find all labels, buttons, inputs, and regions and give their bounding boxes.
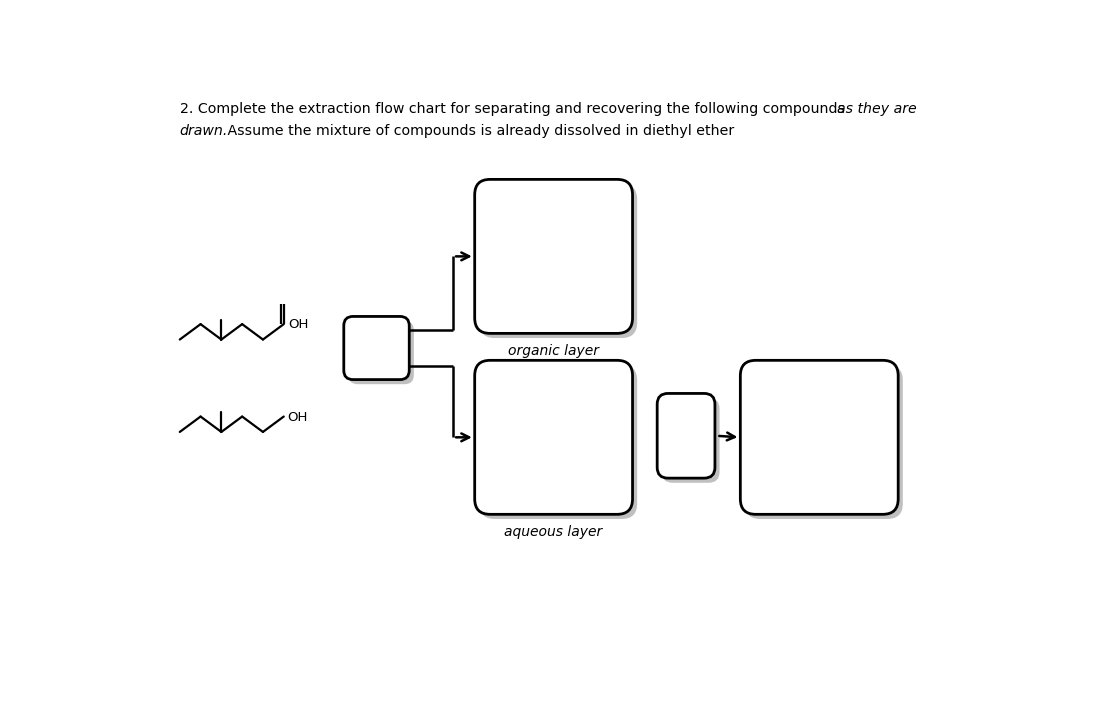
FancyBboxPatch shape bbox=[479, 365, 637, 519]
Text: drawn.: drawn. bbox=[180, 124, 228, 138]
FancyBboxPatch shape bbox=[344, 316, 409, 379]
Text: Assume the mixture of compounds is already dissolved in diethyl ether: Assume the mixture of compounds is alrea… bbox=[222, 124, 734, 138]
FancyBboxPatch shape bbox=[658, 394, 715, 478]
FancyBboxPatch shape bbox=[475, 179, 632, 333]
Text: OH: OH bbox=[288, 318, 309, 331]
Text: OH: OH bbox=[287, 411, 308, 424]
FancyBboxPatch shape bbox=[740, 360, 899, 514]
FancyBboxPatch shape bbox=[349, 321, 414, 384]
Text: 2. Complete the extraction flow chart for separating and recovering the followin: 2. Complete the extraction flow chart fo… bbox=[180, 103, 849, 116]
Text: aqueous layer: aqueous layer bbox=[504, 525, 603, 539]
FancyBboxPatch shape bbox=[745, 365, 903, 519]
Text: as they are: as they are bbox=[836, 103, 916, 116]
FancyBboxPatch shape bbox=[662, 398, 720, 483]
Text: organic layer: organic layer bbox=[509, 344, 600, 358]
FancyBboxPatch shape bbox=[475, 360, 632, 514]
FancyBboxPatch shape bbox=[479, 184, 637, 338]
